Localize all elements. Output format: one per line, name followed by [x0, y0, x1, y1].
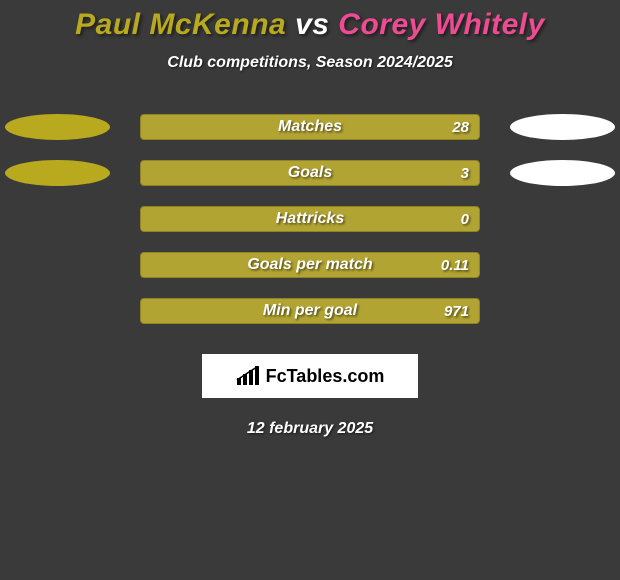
- stat-row: Matches28: [0, 114, 620, 140]
- marker-placeholder: [5, 206, 110, 232]
- stat-row: Min per goal971: [0, 298, 620, 324]
- stat-label: Goals: [141, 161, 479, 185]
- stat-value: 28: [452, 115, 469, 139]
- logo-box: FcTables.com: [202, 354, 418, 398]
- stat-bar: Goals3: [140, 160, 480, 186]
- player1-marker: [5, 114, 110, 140]
- player2-marker: [510, 114, 615, 140]
- stat-label: Goals per match: [141, 253, 479, 277]
- marker-placeholder: [5, 298, 110, 324]
- bar-chart-icon: [236, 366, 260, 386]
- stat-row: Goals3: [0, 160, 620, 186]
- comparison-card: Paul McKenna vs Corey Whitely Club compe…: [0, 0, 620, 438]
- marker-placeholder: [510, 206, 615, 232]
- player1-name: Paul McKenna: [75, 8, 286, 41]
- title-vs: vs: [295, 8, 329, 41]
- stat-bar: Hattricks0: [140, 206, 480, 232]
- stats-list: Matches28 Goals3 Hattricks0 Goals per match…: [0, 114, 620, 324]
- stat-row: Goals per match0.11: [0, 252, 620, 278]
- date-line: 12 february 2025: [0, 420, 620, 438]
- logo-text: FcTables.com: [266, 366, 385, 387]
- stat-value: 0: [461, 207, 469, 231]
- stat-bar: Goals per match0.11: [140, 252, 480, 278]
- stat-value: 0.11: [441, 253, 469, 277]
- stat-value: 3: [461, 161, 469, 185]
- player2-name: Corey Whitely: [338, 8, 545, 41]
- marker-placeholder: [510, 298, 615, 324]
- stat-bar: Matches28: [140, 114, 480, 140]
- stat-value: 971: [444, 299, 469, 323]
- stat-label: Min per goal: [141, 299, 479, 323]
- title: Paul McKenna vs Corey Whitely: [0, 8, 620, 42]
- stat-bar: Min per goal971: [140, 298, 480, 324]
- player1-marker: [5, 160, 110, 186]
- subtitle: Club competitions, Season 2024/2025: [0, 54, 620, 72]
- marker-placeholder: [5, 252, 110, 278]
- player2-marker: [510, 160, 615, 186]
- stat-row: Hattricks0: [0, 206, 620, 232]
- marker-placeholder: [510, 252, 615, 278]
- stat-label: Hattricks: [141, 207, 479, 231]
- stat-label: Matches: [141, 115, 479, 139]
